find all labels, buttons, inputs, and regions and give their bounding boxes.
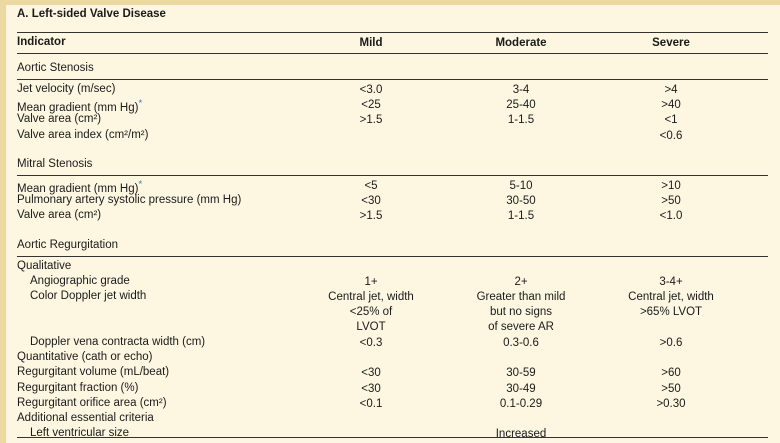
row-label: Doppler vena contracta width (cm) bbox=[30, 336, 205, 348]
row-label-text: Valve area (cm²) bbox=[17, 209, 102, 222]
cell-moderate: 30-59 bbox=[506, 367, 536, 380]
cell-mild: <5 bbox=[364, 180, 378, 192]
cell-severe: 3-4+ bbox=[659, 276, 683, 289]
row-label-text: Left ventricular size bbox=[30, 427, 130, 440]
cell-severe: >50 bbox=[661, 382, 681, 395]
divider bbox=[17, 175, 768, 176]
row-label-text: Valve area index (cm²/m²) bbox=[17, 128, 149, 141]
cell-mild: <30 bbox=[361, 195, 381, 208]
row-label: Angiographic grade bbox=[30, 275, 130, 287]
row-label-text: Regurgitant volume (mL/beat) bbox=[17, 366, 170, 379]
cell-mild: >1.5 bbox=[359, 210, 383, 223]
row-label-text: Mean gradient (mm Hg) bbox=[17, 102, 139, 115]
cell-mild: Central jet, width <25% of LVOT bbox=[328, 291, 414, 334]
cell-mild: <30 bbox=[361, 382, 381, 395]
cell-moderate: 5-10 bbox=[509, 180, 533, 192]
cell-mild: 1+ bbox=[364, 276, 378, 289]
row-label: Mean gradient (mm Hg)* bbox=[17, 179, 142, 195]
cell-severe: >60 bbox=[661, 367, 681, 380]
cell-moderate: 0.1-0.29 bbox=[499, 397, 543, 410]
cell-moderate: 1-1.5 bbox=[507, 210, 535, 223]
row-label-text: Valve area (cm²) bbox=[17, 113, 102, 126]
row-label-text: Pulmonary artery systolic pressure (mm H… bbox=[17, 194, 242, 207]
row-label: Valve area index (cm²/m²) bbox=[17, 129, 148, 141]
cell-severe: >40 bbox=[661, 99, 681, 112]
table-title: A. Left-sided Valve Disease bbox=[17, 8, 166, 20]
row-label: Valve area (cm²) bbox=[17, 209, 101, 221]
cell-mild: <25 bbox=[361, 99, 381, 112]
cell-severe: >10 bbox=[661, 180, 681, 192]
row-label: Qualitative bbox=[17, 260, 71, 272]
cell-mild: <0.3 bbox=[359, 337, 383, 349]
row-label: Quantitative (cath or echo) bbox=[17, 351, 153, 363]
cell-moderate: 30-49 bbox=[506, 382, 536, 395]
header-mild: Mild bbox=[359, 37, 383, 49]
divider bbox=[17, 437, 768, 438]
cell-moderate: 30-50 bbox=[506, 195, 536, 208]
row-label-text: Regurgitant fraction (%) bbox=[17, 381, 139, 394]
row-label-text: Qualitative bbox=[17, 260, 72, 272]
row-label: Additional essential criteria bbox=[17, 412, 154, 424]
row-label: Pulmonary artery systolic pressure (mm H… bbox=[17, 194, 241, 206]
section-heading: Aortic Regurgitation bbox=[17, 239, 118, 251]
cell-mild: <0.1 bbox=[359, 397, 383, 410]
cell-severe: >0.30 bbox=[656, 397, 686, 410]
cell-severe: <1 bbox=[664, 114, 678, 127]
row-label-text: Additional essential criteria bbox=[17, 412, 154, 424]
cell-moderate: Greater than mild but no signs of severe… bbox=[476, 291, 566, 334]
cell-mild: <3.0 bbox=[359, 84, 383, 96]
row-label: Valve area (cm²) bbox=[17, 113, 101, 125]
row-label-text: Regurgitant orifice area (cm²) bbox=[17, 396, 167, 409]
cell-mild: >1.5 bbox=[359, 114, 383, 127]
row-label-text: Angiographic grade bbox=[30, 275, 130, 288]
cell-moderate: 2+ bbox=[514, 276, 528, 289]
divider bbox=[17, 79, 768, 80]
table-panel: A. Left-sided Valve Disease Indicator Mi… bbox=[6, 5, 780, 443]
cell-moderate: Increased bbox=[495, 428, 547, 441]
cell-severe: Central jet, width >65% LVOT bbox=[628, 291, 714, 319]
row-label-text: Color Doppler jet width bbox=[30, 290, 147, 303]
header-severe: Severe bbox=[652, 37, 690, 49]
cell-mild: <30 bbox=[361, 367, 381, 380]
divider bbox=[17, 256, 768, 257]
row-label-text: Doppler vena contracta width (cm) bbox=[30, 336, 206, 348]
divider bbox=[17, 53, 768, 54]
row-label-text: Jet velocity (m/sec) bbox=[17, 83, 116, 95]
divider bbox=[17, 32, 768, 33]
row-label: Regurgitant volume (mL/beat) bbox=[17, 366, 169, 378]
cell-severe: >50 bbox=[661, 195, 681, 208]
section-heading: Aortic Stenosis bbox=[17, 62, 94, 74]
header-indicator: Indicator bbox=[17, 36, 66, 48]
row-label: Regurgitant orifice area (cm²) bbox=[17, 397, 167, 409]
footnote-asterisk: * bbox=[138, 98, 143, 110]
cell-moderate: 3-4 bbox=[512, 84, 530, 96]
row-label: Color Doppler jet width bbox=[30, 290, 146, 302]
row-label: Jet velocity (m/sec) bbox=[17, 83, 115, 95]
cell-moderate: 25-40 bbox=[506, 99, 536, 112]
cell-severe: >4 bbox=[664, 84, 678, 96]
cell-moderate: 1-1.5 bbox=[507, 114, 535, 127]
row-label-text: Mean gradient (mm Hg) bbox=[17, 182, 139, 195]
footnote-asterisk: * bbox=[138, 179, 143, 190]
cell-severe: <0.6 bbox=[659, 129, 683, 142]
cell-severe: >0.6 bbox=[659, 337, 683, 349]
row-label: Left ventricular size bbox=[30, 427, 129, 439]
section-heading: Mitral Stenosis bbox=[17, 158, 93, 170]
row-label: Regurgitant fraction (%) bbox=[17, 382, 138, 394]
cell-moderate: 0.3-0.6 bbox=[503, 337, 539, 349]
row-label-text: Quantitative (cath or echo) bbox=[17, 351, 153, 364]
cell-severe: <1.0 bbox=[659, 210, 683, 223]
header-moderate: Moderate bbox=[495, 37, 547, 49]
row-label: Mean gradient (mm Hg)* bbox=[17, 98, 142, 114]
